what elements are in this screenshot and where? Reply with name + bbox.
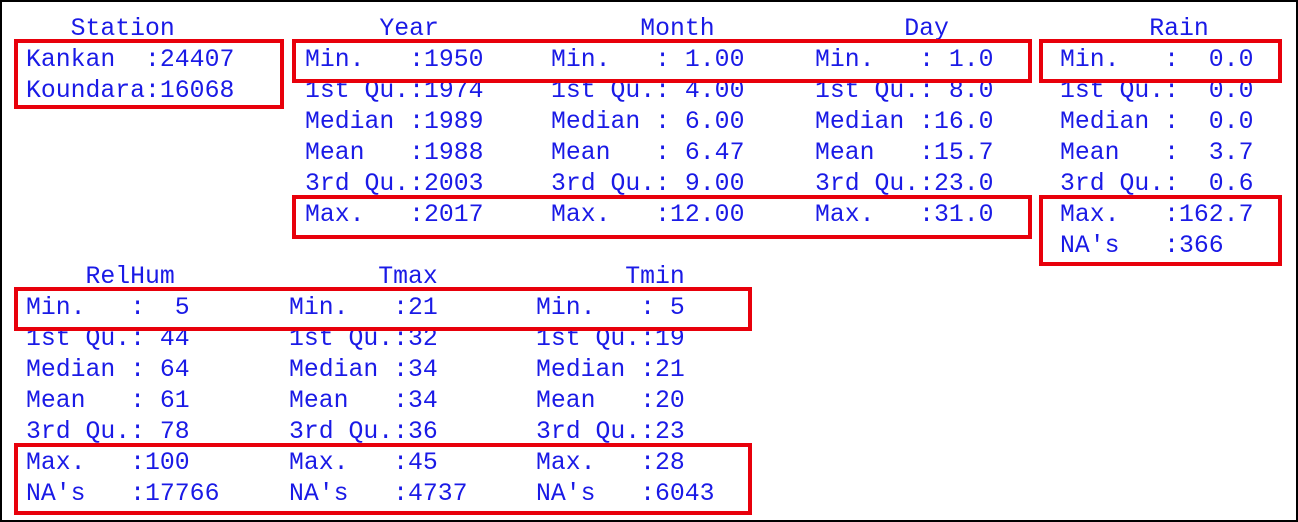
relhum-row: Mean : 61 — [26, 387, 190, 415]
highlight-min-row-top — [292, 39, 1032, 83]
highlight-rain-max-na — [1039, 195, 1282, 266]
tmin-row: Max. :28 — [536, 449, 685, 477]
month-row: Max. :12.00 — [551, 201, 745, 229]
relhum-row: 3rd Qu.: 78 — [26, 418, 190, 446]
highlight-max-na-bottom — [14, 443, 752, 515]
header-relhum: RelHum — [26, 263, 175, 291]
tmax-row: 3rd Qu.:36 — [289, 418, 438, 446]
rain-row: Min. : 0.0 — [1060, 46, 1254, 74]
highlight-rain-min — [1039, 39, 1282, 83]
tmin-row: Median :21 — [536, 356, 685, 384]
rain-row: Median : 0.0 — [1060, 108, 1254, 136]
year-row: Median :1989 — [305, 108, 484, 136]
tmax-row: NA's :4737 — [289, 480, 468, 508]
year-row: Max. :2017 — [305, 201, 484, 229]
day-row: Min. : 1.0 — [815, 46, 994, 74]
year-row: 3rd Qu.:2003 — [305, 170, 484, 198]
day-row: Median :16.0 — [815, 108, 994, 136]
relhum-row: Median : 64 — [26, 356, 190, 384]
station-row: Koundara:16068 — [26, 77, 235, 105]
day-row: 3rd Qu.:23.0 — [815, 170, 994, 198]
header-tmax: Tmax — [289, 263, 438, 291]
relhum-row: Min. : 5 — [26, 294, 190, 322]
year-row: Mean :1988 — [305, 139, 484, 167]
rain-row: 3rd Qu.: 0.6 — [1060, 170, 1254, 198]
tmax-row: Mean :34 — [289, 387, 438, 415]
month-row: Median : 6.00 — [551, 108, 745, 136]
highlight-max-row-top — [292, 195, 1032, 239]
month-row: 3rd Qu.: 9.00 — [551, 170, 745, 198]
header-tmin: Tmin — [536, 263, 685, 291]
month-row: Min. : 1.00 — [551, 46, 745, 74]
highlight-min-row-bottom — [14, 287, 752, 331]
rain-row: Max. :162.7 — [1060, 201, 1254, 229]
header-day: Day — [815, 15, 949, 43]
rain-row: Mean : 3.7 — [1060, 139, 1254, 167]
header-month: Month — [551, 15, 715, 43]
header-station: Station — [26, 15, 175, 43]
highlight-station — [14, 39, 284, 109]
tmax-row: Max. :45 — [289, 449, 438, 477]
tmin-row: Min. : 5 — [536, 294, 685, 322]
station-row: Kankan :24407 — [26, 46, 235, 74]
tmin-row: NA's :6043 — [536, 480, 715, 508]
header-rain: Rain — [1060, 15, 1209, 43]
rain-row: NA's :366 — [1060, 232, 1224, 260]
tmin-row: 3rd Qu.:23 — [536, 418, 685, 446]
year-row: Min. :1950 — [305, 46, 484, 74]
tmin-row: Mean :20 — [536, 387, 685, 415]
day-row: Max. :31.0 — [815, 201, 994, 229]
month-row: Mean : 6.47 — [551, 139, 745, 167]
relhum-row: NA's :17766 — [26, 480, 220, 508]
tmax-row: Median :34 — [289, 356, 438, 384]
header-year: Year — [305, 15, 439, 43]
relhum-row: Max. :100 — [26, 449, 190, 477]
tmax-row: Min. :21 — [289, 294, 438, 322]
day-row: Mean :15.7 — [815, 139, 994, 167]
